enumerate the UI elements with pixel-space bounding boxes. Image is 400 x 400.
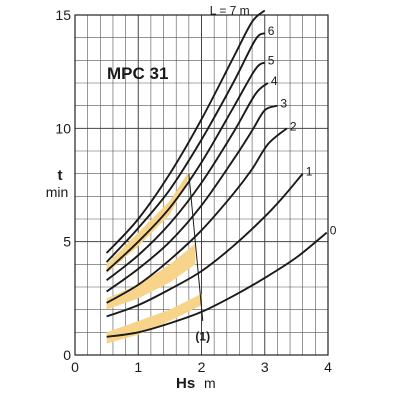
plot-frame: [74, 14, 329, 356]
curve-2: [106, 127, 288, 304]
curve-3: [106, 104, 278, 293]
marker-label: (1): [195, 330, 210, 344]
shaded-regions: [106, 171, 202, 344]
y-tick-label: 15: [55, 7, 71, 23]
x-tick-label: 4: [324, 359, 332, 375]
curve-5: [105, 61, 266, 272]
curve-6: [105, 32, 266, 263]
curve-label: 5: [268, 54, 275, 68]
y-tick-label: 0: [63, 347, 71, 363]
shaded-region-3: [106, 171, 189, 274]
curve-0: [106, 231, 328, 338]
curve-label: 3: [280, 97, 287, 111]
y-axis-title: t: [58, 167, 63, 184]
x-tick-label: 3: [261, 359, 269, 375]
marker-line: [188, 173, 204, 322]
x-axis-unit: m: [204, 375, 216, 391]
curves: [105, 9, 328, 338]
curve-7: [105, 9, 266, 254]
y-tick-label: 5: [63, 234, 71, 250]
curve-label: 4: [271, 74, 278, 88]
x-tick-label: 0: [71, 359, 79, 375]
x-axis-title: Hs: [176, 375, 195, 392]
shaded-region-2: [106, 243, 196, 310]
curve-label: 0: [330, 224, 337, 238]
curve-1: [106, 173, 304, 318]
curve-label: L = 7 m: [210, 3, 250, 17]
curve-label: 1: [306, 165, 313, 179]
curve-label: 6: [268, 24, 275, 38]
y-axis-unit: min: [46, 184, 69, 200]
shaded-region-1: [106, 293, 202, 344]
curve-labels: 0 1 234 5 6 L = 7 m: [210, 3, 337, 237]
x-tick-label: 2: [198, 359, 206, 375]
x-tick-label: 1: [134, 359, 142, 375]
curve-label: 2: [290, 119, 297, 133]
chart-title: MPC 31: [107, 64, 168, 83]
curve-4: [106, 82, 269, 281]
y-tick-label: 10: [55, 120, 71, 136]
